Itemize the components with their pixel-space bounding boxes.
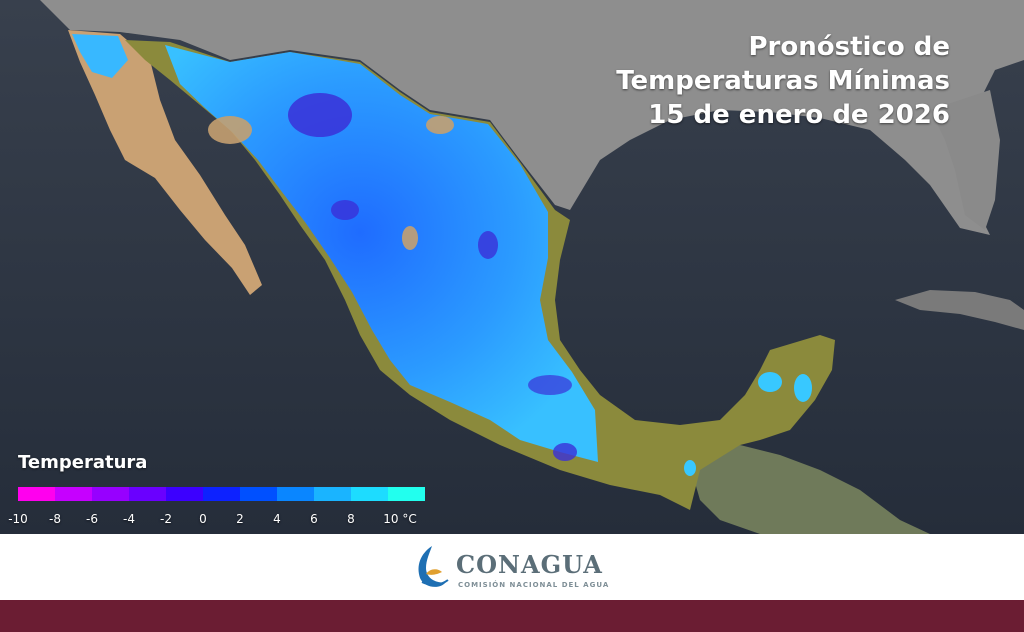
us-land xyxy=(40,0,1024,235)
legend-swatch xyxy=(55,487,92,501)
footer: CONAGUA COMISIÓN NACIONAL DEL AGUA xyxy=(0,534,1024,600)
title-line-3: 15 de enero de 2026 xyxy=(648,100,950,130)
legend-tick: -2 xyxy=(160,512,172,526)
legend-swatch xyxy=(92,487,129,501)
legend-title: Temperatura xyxy=(18,452,148,473)
map-title: Pronóstico de Temperaturas Mínimas 15 de… xyxy=(530,30,950,132)
legend-swatch xyxy=(129,487,166,501)
bottom-bar xyxy=(0,600,1024,632)
legend-tick: -4 xyxy=(123,512,135,526)
cold-spot-durango xyxy=(331,200,359,220)
legend-tick: 10 °C xyxy=(383,512,417,526)
brand-name: CONAGUA xyxy=(456,550,603,579)
legend-tick: -6 xyxy=(86,512,98,526)
legend-tick: -8 xyxy=(49,512,61,526)
central-america xyxy=(680,430,930,534)
legend-tick: 0 xyxy=(199,512,207,526)
legend-tick: 6 xyxy=(310,512,318,526)
brand-subtitle: COMISIÓN NACIONAL DEL AGUA xyxy=(458,581,610,589)
desert-patch-nl xyxy=(402,226,418,250)
legend-swatch xyxy=(351,487,388,501)
legend-tick: 2 xyxy=(236,512,244,526)
legend-tick: -10 xyxy=(8,512,28,526)
temperature-legend: Temperatura -10 -8 -6 -4 -2 0 2 4 6 8 10 °C xyxy=(8,452,425,526)
cold-region xyxy=(165,45,598,462)
yucatan-patch-1 xyxy=(758,372,782,392)
cuba xyxy=(895,290,1024,330)
baja-cold-patch xyxy=(72,34,128,78)
yucatan-patch-2 xyxy=(794,374,812,402)
cold-spot-chihuahua xyxy=(288,93,352,137)
cold-spot-oaxaca xyxy=(553,443,577,461)
legend-swatch xyxy=(277,487,314,501)
map-canvas xyxy=(0,0,1024,534)
legend-swatch xyxy=(203,487,240,501)
conagua-logo-icon xyxy=(418,546,449,587)
forecast-map: Pronóstico de Temperaturas Mínimas 15 de… xyxy=(0,0,1024,534)
title-line-2: Temperaturas Mínimas xyxy=(616,66,950,96)
florida xyxy=(930,90,1000,230)
legend-color-scale xyxy=(18,487,425,501)
desert-patch-sonora xyxy=(208,116,252,144)
cold-spot-zacatecas xyxy=(478,231,498,259)
legend-swatch xyxy=(314,487,351,501)
legend-swatch xyxy=(166,487,203,501)
legend-swatch xyxy=(240,487,277,501)
desert-patch-coahuila xyxy=(426,116,454,134)
legend-tick: 8 xyxy=(347,512,355,526)
legend-ticks: -10 -8 -6 -4 -2 0 2 4 6 8 10 °C xyxy=(8,512,434,530)
cold-spot-puebla xyxy=(528,375,572,395)
conagua-brand: CONAGUA COMISIÓN NACIONAL DEL AGUA xyxy=(412,544,632,592)
legend-swatch xyxy=(18,487,55,501)
baja-california xyxy=(68,30,262,295)
legend-tick: 4 xyxy=(273,512,281,526)
chiapas-patch xyxy=(684,460,696,476)
title-line-1: Pronóstico de xyxy=(748,32,951,62)
legend-swatch xyxy=(388,487,425,501)
